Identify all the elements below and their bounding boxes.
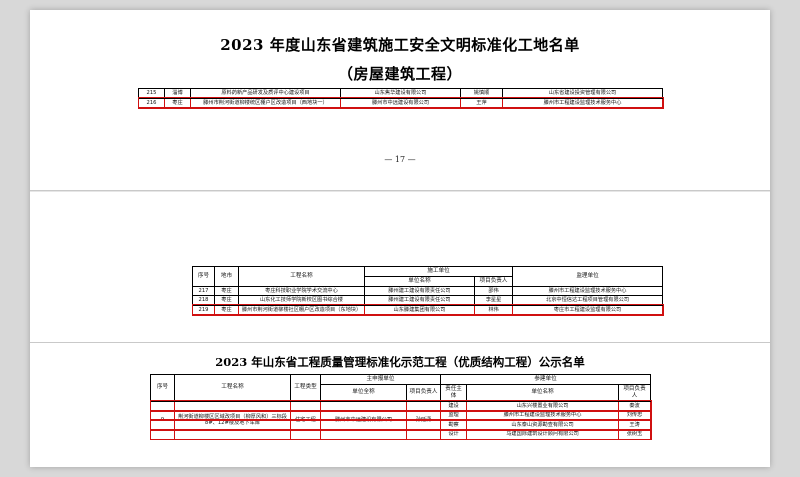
page-separator-bottom (30, 342, 770, 343)
cell-manager: 李星星 (473, 295, 514, 306)
header-no: 序号 (192, 266, 215, 287)
header-region: 地市 (214, 266, 239, 287)
table-row-highlighted: 设计 马建国际建筑设计顾问有限公司 张树玉 (149, 429, 652, 441)
header-duty-subject: 责任主体 (440, 383, 468, 402)
cell-participant-manager: 刘传忠 (618, 410, 652, 421)
cell-region: 淄博 (164, 88, 191, 99)
cell-project: 原料药新产品研发及质评中心建设项目 (190, 88, 341, 99)
header-no: 序号 (150, 374, 175, 402)
cell-region: 枣庄 (214, 285, 239, 297)
table-row-highlighted: 219 枣庄 滕州市荆河街道柳楼社区棚户区改造项目（东地块） 山东滕建集团有限公… (191, 304, 664, 316)
cell-contractor: 滕州建工建设有限责任公司 (364, 285, 475, 297)
cell-contractor: 山东焦华建设有限公司 (340, 88, 461, 99)
table-row: 218 枣庄 山东化工技师学院新校区图书综合楼 滕州建工建设有限责任公司 李星星… (192, 295, 664, 306)
header-project: 工程名称 (238, 266, 365, 287)
cell-contractor: 滕州市中远建设有限公司 (340, 97, 461, 108)
table-top-wrapper: 215 淄博 原料药新产品研发及质评中心建设项目 山东焦华建设有限公司 姚慎顺 … (137, 88, 664, 109)
cell-supervisor: 滕州市工程建设监理技术服务中心 (502, 97, 663, 108)
cell-participant-name: 山东泰山资源勘查有限公司 (466, 419, 620, 431)
table-top: 215 淄博 原料药新产品研发及质评中心建设项目 山东焦华建设有限公司 姚慎顺 … (137, 88, 664, 109)
document-title-line-2: （房屋建筑工程） (337, 65, 462, 83)
page-number: — 17 — (384, 155, 416, 164)
cell-participant-manager: 秦波 (618, 400, 652, 412)
cell-supervisor: 滕州市工程建设监理技术服务中心 (512, 285, 664, 297)
cell-participant-name: 滕州市工程建设监理技术服务中心 (466, 410, 620, 421)
cell-supervisor: 北京中恒信达工程项目管理有限公司 (512, 295, 664, 306)
table-bottom-wrapper: 序号 工程名称 工程类型 主申报单位 参建单位 单位全称 项目负责人 责任主体 … (149, 374, 652, 441)
cell-main-manager: 孙延潇 (405, 400, 442, 440)
cell-main-unit-name: 滕州市中远建设有限公司 (320, 400, 407, 440)
cell-no: 216 (138, 97, 165, 108)
cell-project: 滕州市荆河街道柳楼统区棚户区改造项目（西地块一） (190, 97, 341, 108)
header-main-unit-name: 单位全称 (320, 383, 407, 402)
cell-manager: 姚慎顺 (460, 88, 503, 99)
cell-supervisor: 枣庄市工程建设监理有限公司 (512, 304, 664, 316)
header-project: 工程名称 (174, 374, 291, 402)
cell-no: 219 (192, 304, 215, 316)
document-title-line-1: 2023 年度山东省建筑施工安全文明标准化工地名单 (220, 36, 580, 54)
table-bottom: 序号 工程名称 工程类型 主申报单位 参建单位 单位全称 项目负责人 责任主体 … (149, 374, 652, 441)
table-header-row: 序号 地市 工程名称 施工单位 监理单位 (192, 266, 664, 287)
cell-participant-name: 马建国际建筑设计顾问有限公司 (466, 429, 620, 440)
table-header-row-2: 单位名称 项目负责人 (193, 275, 663, 287)
cell-project: 荆河街道柳楼区区域改项目（柳厚风和）三标段 8#、12#楼及地下车库 (174, 400, 291, 440)
table-mid: 序号 地市 工程名称 施工单位 监理单位 单位名称 项目负责人 217 枣庄 枣… (191, 266, 664, 316)
cell-region: 枣庄 (164, 97, 191, 108)
cell-manager: 邵伟 (473, 285, 514, 297)
header-main-manager: 项目负责人 (405, 383, 442, 402)
cell-participant-manager: 王涛 (618, 419, 652, 431)
cell-project: 枣庄科技职业学院学术交流中心 (238, 285, 365, 297)
cell-project: 山东化工技师学院新校区图书综合楼 (238, 295, 365, 306)
header-type: 工程类型 (290, 374, 321, 402)
section-title: 2023 年山东省工程质量管理标准化示范工程（优质结构工程）公示名单 (215, 355, 585, 369)
cell-no: 218 (192, 295, 215, 306)
table-mid-wrapper: 序号 地市 工程名称 施工单位 监理单位 单位名称 项目负责人 217 枣庄 枣… (191, 266, 664, 316)
cell-participant-manager: 张树玉 (618, 429, 652, 440)
cell-contractor: 滕州建工建设有限责任公司 (364, 295, 475, 306)
header-participant-units: 参建单位 (440, 374, 652, 385)
header-construction-unit: 施工单位 (363, 266, 514, 277)
header-participant-name: 单位名称 (466, 383, 620, 402)
table-row: 215 淄博 原料药新产品研发及质评中心建设项目 山东焦华建设有限公司 姚慎顺 … (138, 88, 663, 99)
cell-participant-role: 建设 (440, 400, 468, 412)
cell-project: 滕州市荆河街道柳楼社区棚户区改造项目（东地块） (238, 304, 365, 316)
cell-no: 217 (192, 285, 215, 297)
page-separator-top-2 (30, 191, 770, 192)
cell-manager: 王萍 (460, 97, 503, 108)
cell-no: 9 (150, 400, 175, 440)
cell-participant-role: 勘察 (440, 419, 468, 431)
header-supervisor-unit: 监理单位 (512, 266, 664, 287)
cell-no: 215 (138, 88, 165, 99)
cell-participant-role: 设计 (440, 429, 468, 440)
header-main-unit: 主申报单位 (319, 374, 442, 385)
table-row-highlighted: 216 枣庄 滕州市荆河街道柳楼统区棚户区改造项目（西地块一） 滕州市中远建设有… (137, 97, 664, 109)
header-project-manager: 项目负责人 (473, 275, 514, 287)
table-header-row: 序号 工程名称 工程类型 主申报单位 参建单位 (150, 374, 652, 402)
header-unit-name: 单位名称 (364, 275, 475, 287)
document-page: 2023 年度山东省建筑施工安全文明标准化工地名单 （房屋建筑工程） 215 淄… (30, 10, 770, 467)
cell-participant-name: 山东兴楼置业有限公司 (466, 400, 620, 412)
table-row-highlighted: 9 荆河街道柳楼区区域改项目（柳厚风和）三标段 8#、12#楼及地下车库 住宅工… (149, 400, 652, 440)
page-separator-top (30, 190, 770, 191)
table-row: 217 枣庄 枣庄科技职业学院学术交流中心 滕州建工建设有限责任公司 邵伟 滕州… (192, 285, 664, 297)
cell-contractor: 山东滕建集团有限公司 (364, 304, 475, 316)
cell-type: 住宅工程 (290, 400, 321, 440)
cell-region: 枣庄 (214, 295, 239, 306)
header-participant-manager: 项目负责人 (618, 383, 652, 402)
cell-manager: 林伟 (473, 304, 514, 316)
cell-participant-role: 监理 (440, 410, 468, 421)
cell-region: 枣庄 (214, 304, 239, 316)
cell-supervisor: 山东省建设投资管理有限公司 (502, 88, 663, 99)
